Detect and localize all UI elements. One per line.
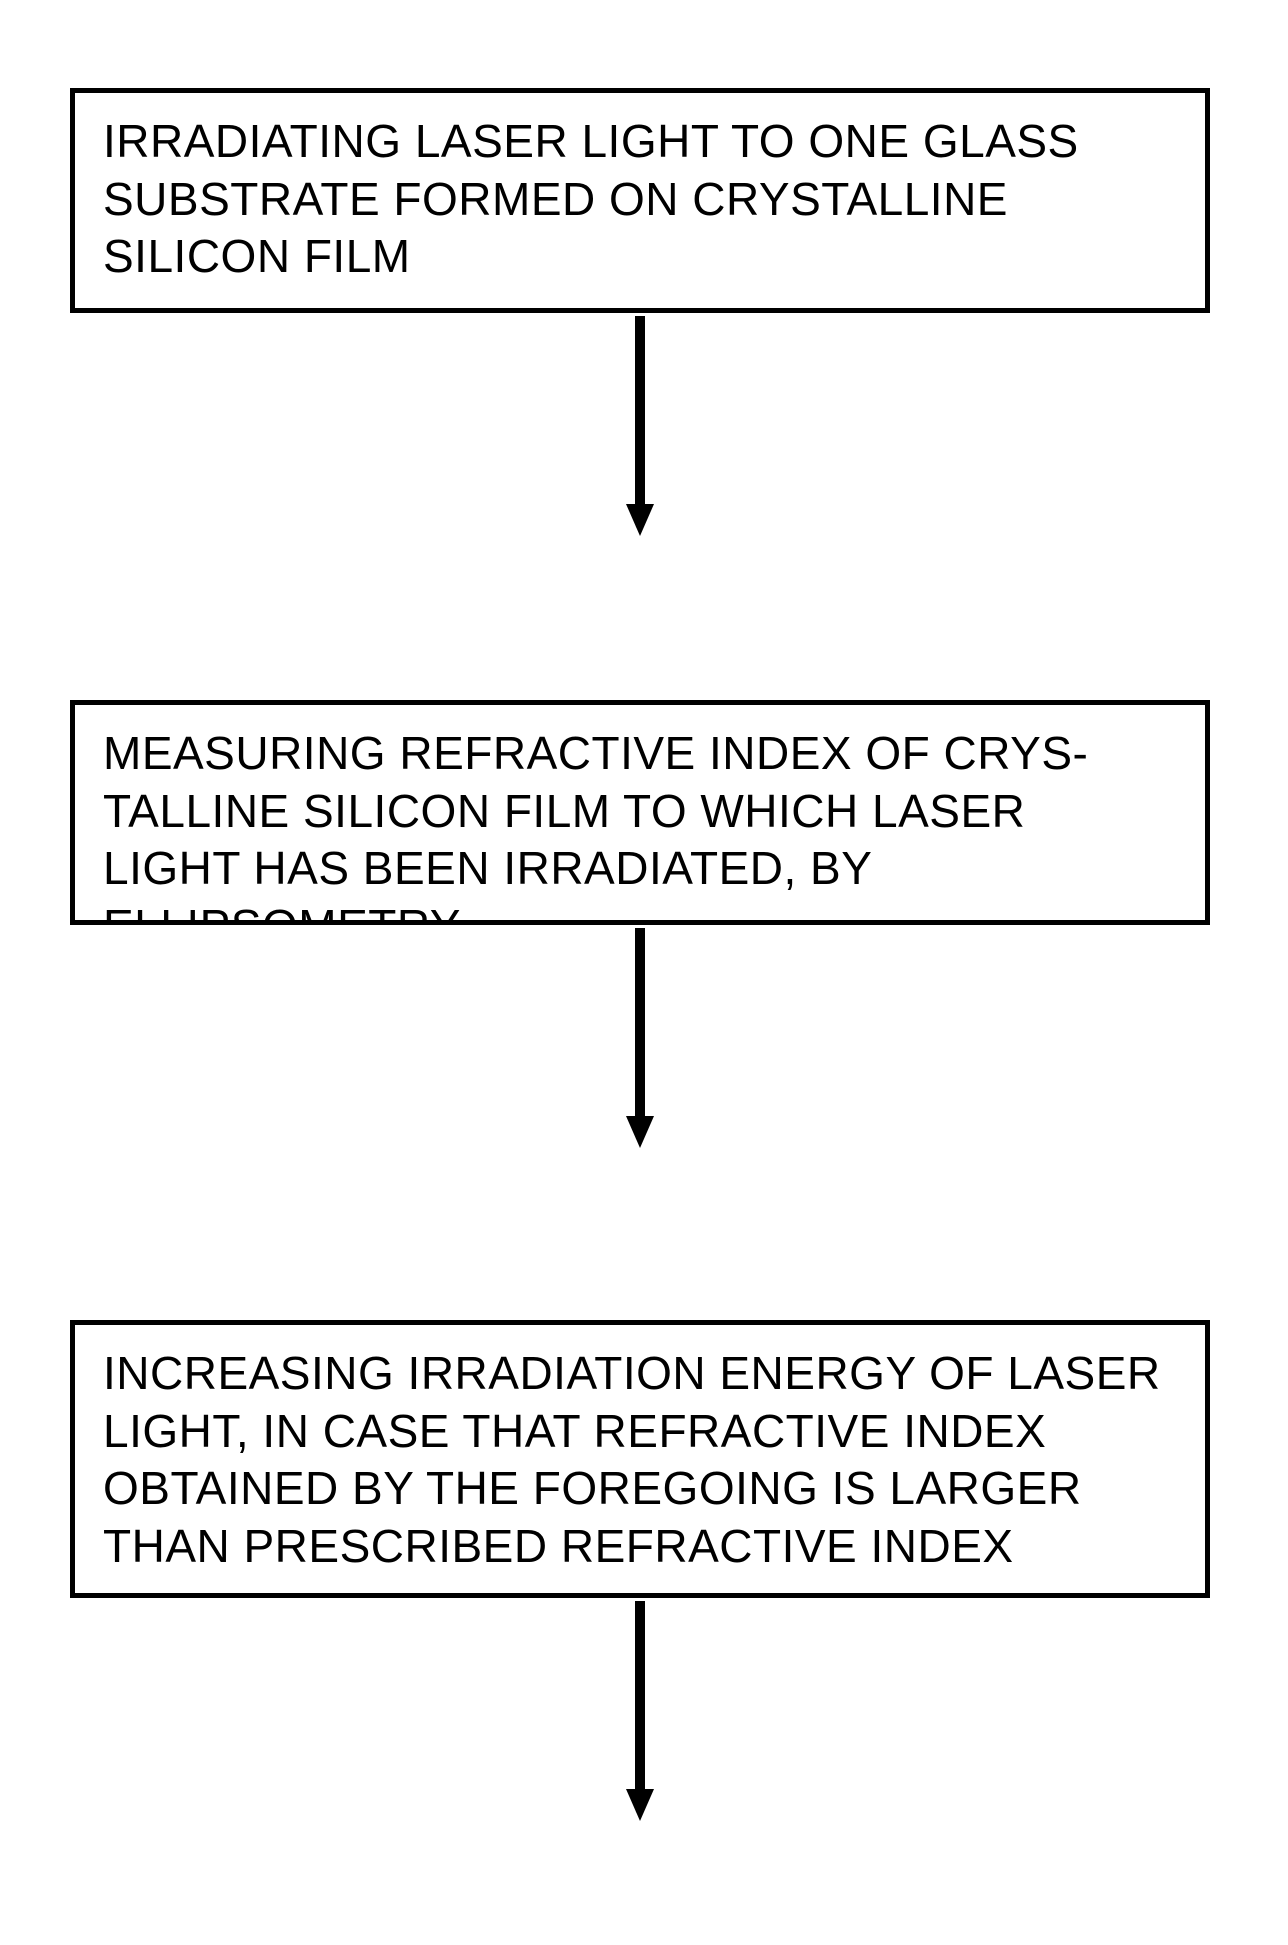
arrow-1-line	[635, 316, 645, 506]
flow-step-3: INCREASING IRRADIATION ENERGY OF LASER L…	[70, 1320, 1210, 1598]
arrow-3-line	[635, 1601, 645, 1791]
arrow-3-head	[626, 1789, 654, 1821]
flow-step-1-text: IRRADIATING LASER LIGHT TO ONE GLASS SUB…	[103, 113, 1079, 286]
flow-step-2: MEASURING REFRACTIVE INDEX OF CRYS- TALL…	[70, 700, 1210, 925]
arrow-1-head	[626, 504, 654, 536]
flow-step-2-text: MEASURING REFRACTIVE INDEX OF CRYS- TALL…	[103, 725, 1205, 925]
flowchart-canvas: IRRADIATING LASER LIGHT TO ONE GLASS SUB…	[0, 0, 1288, 1945]
arrow-2-line	[635, 928, 645, 1118]
arrow-2-head	[626, 1116, 654, 1148]
flow-step-1: IRRADIATING LASER LIGHT TO ONE GLASS SUB…	[70, 88, 1210, 313]
flow-step-3-text: INCREASING IRRADIATION ENERGY OF LASER L…	[103, 1345, 1161, 1575]
